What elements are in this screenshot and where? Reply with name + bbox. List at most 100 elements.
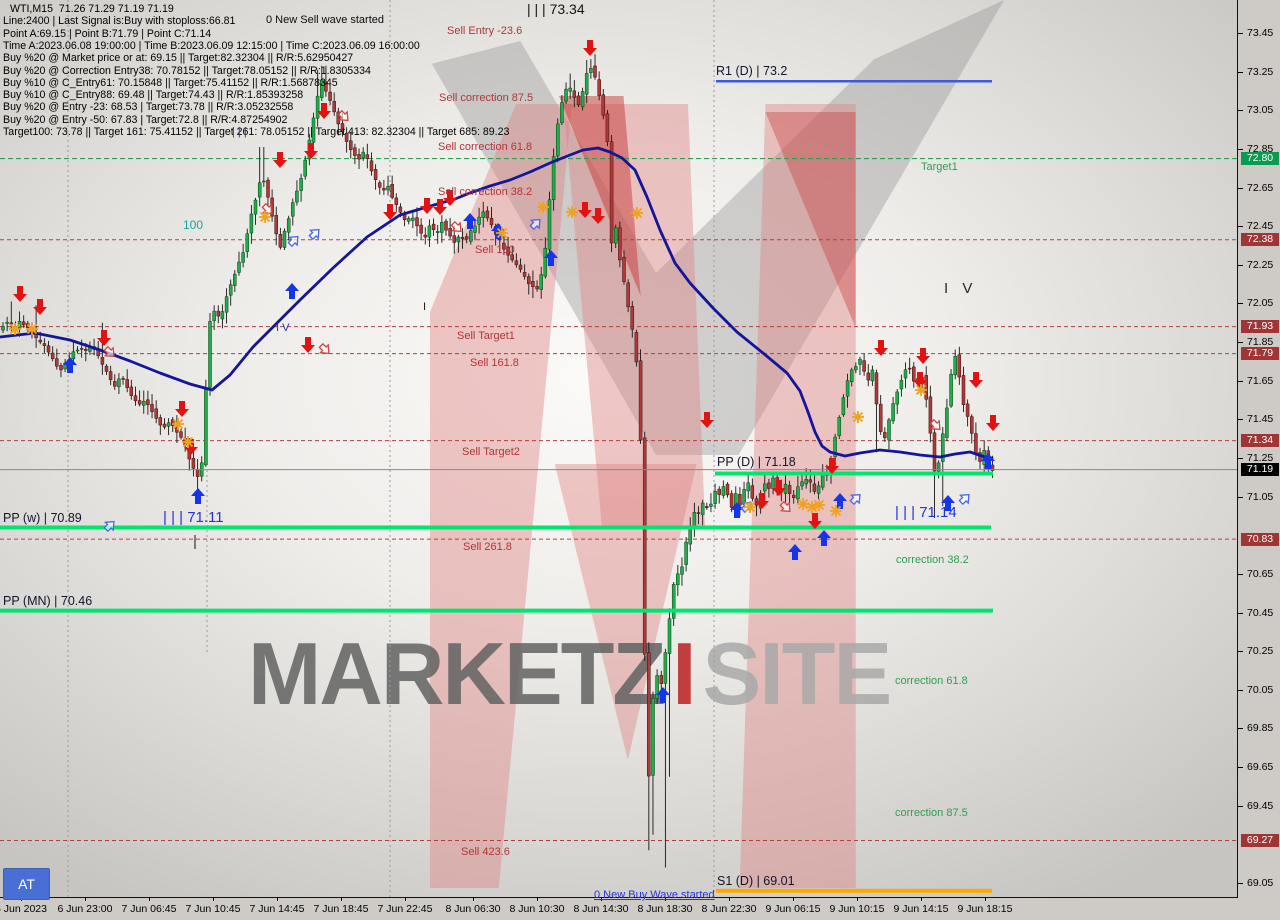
time-tick-label: 7 Jun 10:45 bbox=[185, 903, 241, 915]
price-tick-mark bbox=[1238, 497, 1243, 498]
annotation: | | | bbox=[232, 126, 247, 138]
watermark-brand-text: MARKETZISITE bbox=[248, 630, 892, 718]
annotation: R1 (D) | 73.2 bbox=[716, 64, 788, 78]
annotation: | | | 71.14 bbox=[895, 504, 957, 521]
price-tick-mark bbox=[1238, 72, 1243, 73]
time-tick-label: 7 Jun 18:45 bbox=[313, 903, 369, 915]
time-tick-mark bbox=[277, 898, 278, 901]
annotation: I V bbox=[276, 322, 290, 334]
price-tick-mark bbox=[1238, 33, 1243, 34]
time-tick-mark bbox=[793, 898, 794, 901]
price-level-badge: 70.83 bbox=[1241, 532, 1279, 546]
time-tick-label: 9 Jun 06:15 bbox=[765, 903, 821, 915]
time-tick-mark bbox=[537, 898, 538, 901]
time-tick-mark bbox=[665, 898, 666, 901]
time-tick-label: 7 Jun 14:45 bbox=[249, 903, 305, 915]
info-line: Buy %20 @ Entry -23: 68.53 | Target:73.7… bbox=[3, 101, 294, 114]
watermark-accent-i: I bbox=[672, 624, 696, 723]
price-tick-label: 73.25 bbox=[1247, 65, 1274, 78]
price-tick-mark bbox=[1238, 613, 1243, 614]
time-tick-label: 7 Jun 22:45 bbox=[377, 903, 433, 915]
time-tick-label: 8 Jun 10:30 bbox=[509, 903, 565, 915]
price-axis[interactable]: 73.45 73.25 73.05 72.85 72.65 72.45 72.25 72.05… bbox=[1238, 0, 1280, 898]
annotation: PP (MN) | 70.46 bbox=[3, 594, 93, 608]
price-level-badge: 69.27 bbox=[1241, 833, 1279, 847]
price-level-badge: 72.38 bbox=[1241, 233, 1279, 247]
price-tick-label: 72.65 bbox=[1247, 181, 1274, 194]
price-tick-label: 70.05 bbox=[1247, 683, 1274, 696]
time-tick-mark bbox=[729, 898, 730, 901]
price-tick-label: 71.25 bbox=[1247, 451, 1274, 464]
price-tick-mark bbox=[1238, 806, 1243, 807]
info-line: Time A:2023.06.08 19:00:00 | Time B:2023… bbox=[3, 39, 420, 52]
price-tick-mark bbox=[1238, 690, 1243, 691]
price-tick-mark bbox=[1238, 149, 1243, 150]
price-tick-mark bbox=[1238, 883, 1243, 884]
price-tick-mark bbox=[1238, 419, 1243, 420]
time-tick-mark bbox=[405, 898, 406, 901]
annotation: Sell Target1 bbox=[457, 330, 515, 342]
price-tick-label: 72.85 bbox=[1247, 142, 1274, 155]
annotation: S1 (D) | 69.01 bbox=[717, 874, 795, 888]
watermark-word-marketz: MARKETZ bbox=[248, 624, 666, 723]
annotation: Sell 161.8 bbox=[470, 357, 519, 369]
price-tick-label: 71.85 bbox=[1247, 336, 1274, 349]
info-line: Buy %20 @ Correction Entry38: 70.78152 |… bbox=[3, 64, 371, 77]
info-line: Buy %10 @ C_Entry61: 70.15848 || Target:… bbox=[3, 76, 338, 89]
time-tick-label: 8 Jun 14:30 bbox=[573, 903, 629, 915]
time-tick-label: 9 Jun 10:15 bbox=[829, 903, 885, 915]
annotation: Sell correction 38.2 bbox=[438, 186, 533, 198]
price-tick-label: 71.05 bbox=[1247, 490, 1274, 503]
price-axis-border bbox=[1237, 0, 1238, 898]
info-line: Buy %20 @ Entry -50: 67.83 | Target:72.8… bbox=[3, 113, 288, 126]
price-tick-mark bbox=[1238, 574, 1243, 575]
annotation: PP (D) | 71.18 bbox=[717, 455, 796, 469]
time-tick-mark bbox=[149, 898, 150, 901]
price-tick-mark bbox=[1238, 303, 1243, 304]
price-tick-mark bbox=[1238, 458, 1243, 459]
annotation: Sell 261.8 bbox=[463, 541, 512, 553]
time-tick-mark bbox=[601, 898, 602, 901]
price-tick-mark bbox=[1238, 342, 1243, 343]
price-level-badge: 71.79 bbox=[1241, 347, 1279, 361]
price-tick-label: 69.45 bbox=[1247, 799, 1274, 812]
price-tick-label: 72.45 bbox=[1247, 220, 1274, 233]
annotation: Sell 100 bbox=[475, 244, 515, 256]
annotation: Sell Entry -23.6 bbox=[447, 25, 523, 37]
price-tick-mark bbox=[1238, 226, 1243, 227]
time-tick-mark bbox=[473, 898, 474, 901]
annotation: I V bbox=[944, 280, 978, 297]
time-tick-label: 9 Jun 18:15 bbox=[957, 903, 1013, 915]
time-tick-mark bbox=[213, 898, 214, 901]
price-tick-label: 70.45 bbox=[1247, 606, 1274, 619]
annotation: Sell correction 61.8 bbox=[438, 141, 533, 153]
price-tick-label: 71.45 bbox=[1247, 413, 1274, 426]
price-tick-label: 72.25 bbox=[1247, 258, 1274, 271]
annotation: Sell Target2 bbox=[462, 446, 520, 458]
time-tick-label: 6 Jun 2023 bbox=[0, 903, 47, 915]
annotation: Target1 bbox=[921, 161, 958, 173]
price-tick-mark bbox=[1238, 767, 1243, 768]
info-line: Line:2400 | Last Signal is:Buy with stop… bbox=[3, 15, 236, 28]
price-tick-label: 72.05 bbox=[1247, 297, 1274, 310]
time-axis-border bbox=[0, 897, 1238, 898]
price-level-badge: 72.80 bbox=[1241, 152, 1279, 166]
annotation: PP (w) | 70.89 bbox=[3, 511, 82, 525]
info-line: Point A:69.15 | Point B:71.79 | Point C:… bbox=[3, 27, 212, 40]
price-tick-mark bbox=[1238, 188, 1243, 189]
annotation: I bbox=[423, 301, 427, 313]
annotation: | | | 73.34 bbox=[527, 1, 585, 17]
annotation: correction 38.2 bbox=[896, 554, 969, 566]
price-level-badge: 71.34 bbox=[1241, 434, 1279, 448]
annotation: Sell correction 87.5 bbox=[439, 92, 534, 104]
time-tick-label: 8 Jun 18:30 bbox=[637, 903, 693, 915]
price-tick-mark bbox=[1238, 651, 1243, 652]
time-tick-mark bbox=[921, 898, 922, 901]
info-line: Buy %10 @ C_Entry88: 69.48 || Target:74.… bbox=[3, 89, 304, 102]
annotation: Sell 423.6 bbox=[461, 846, 510, 858]
time-axis[interactable]: 6 Jun 2023 6 Jun 23:00 7 Jun 06:45 7 Jun 10… bbox=[0, 898, 1280, 920]
price-tick-label: 69.05 bbox=[1247, 876, 1274, 889]
autotrade-button[interactable]: AT bbox=[3, 868, 50, 900]
